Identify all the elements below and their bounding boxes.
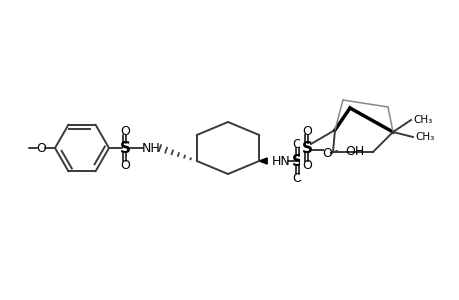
Text: S: S — [301, 140, 312, 155]
Text: O: O — [120, 124, 129, 137]
Text: O: O — [36, 142, 46, 154]
Text: NH: NH — [141, 142, 160, 154]
Text: S: S — [119, 140, 130, 155]
Bar — [299, 70, 459, 180]
Text: CH₃: CH₃ — [414, 132, 433, 142]
Text: O: O — [302, 124, 311, 137]
Text: O: O — [291, 137, 302, 151]
Text: HN: HN — [271, 154, 290, 167]
Polygon shape — [258, 158, 267, 164]
Text: OH: OH — [344, 145, 364, 158]
Text: O: O — [291, 172, 302, 184]
Text: O: O — [120, 158, 129, 172]
Text: S: S — [291, 154, 302, 169]
Text: O: O — [302, 158, 311, 172]
Text: O: O — [321, 146, 331, 160]
Text: CH₃: CH₃ — [412, 115, 431, 125]
